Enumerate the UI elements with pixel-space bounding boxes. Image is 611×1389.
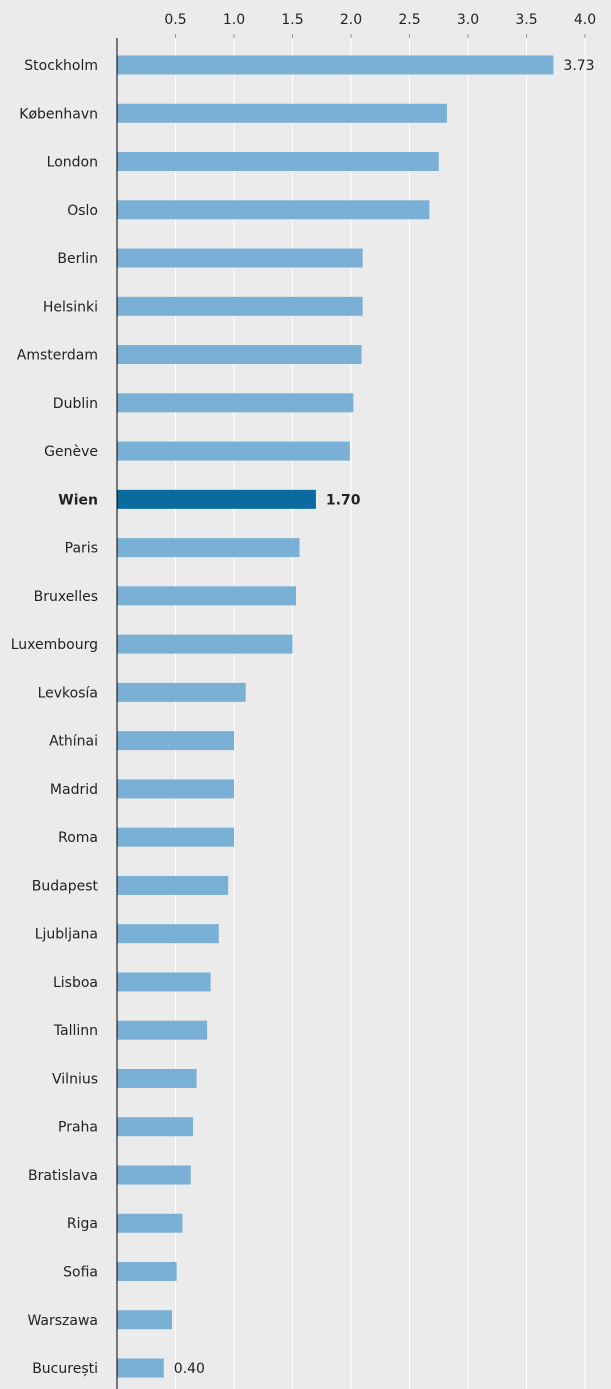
category-label: Oslo — [67, 203, 98, 219]
data-label: 0.40 — [174, 1361, 205, 1377]
x-tick-label: 3.0 — [457, 12, 479, 28]
bar-london — [117, 152, 439, 172]
category-label: Bruxelles — [34, 589, 98, 605]
x-axis-ticks: 0.5 1.0 1.5 2.0 2.5 3.0 3.5 4.0 — [164, 12, 596, 38]
category-label: Tallinn — [53, 1023, 98, 1039]
data-labels: 3.73 1.70 0.40 — [174, 58, 595, 1377]
category-label: Riga — [67, 1216, 98, 1232]
bar-tallinn — [117, 1020, 208, 1040]
bar-bratislava — [117, 1165, 191, 1185]
data-label: 3.73 — [563, 58, 594, 74]
x-tick-label: 2.5 — [398, 12, 420, 28]
bar-sofia — [117, 1262, 177, 1281]
bar-lisboa — [117, 972, 211, 992]
bar-bruxelles — [117, 586, 297, 606]
bar-berlin — [117, 248, 363, 268]
category-label: Dublin — [53, 396, 98, 412]
bar-warszawa — [117, 1310, 172, 1330]
category-label: Stockholm — [24, 58, 98, 74]
bar-stockholm — [117, 55, 554, 75]
x-tick-label: 4.0 — [574, 12, 596, 28]
category-label: Wien — [58, 492, 98, 508]
category-label: Praha — [58, 1120, 98, 1136]
x-tick-label: 1.5 — [281, 12, 303, 28]
bar-athinai — [117, 731, 234, 751]
category-label: Bratislava — [28, 1168, 98, 1184]
bar-oslo — [117, 200, 430, 220]
category-label: Amsterdam — [17, 348, 98, 364]
category-label: Warszawa — [27, 1313, 98, 1329]
category-label: Paris — [65, 541, 98, 557]
category-labels: Stockholm København London Oslo Berlin Helsin… — [11, 58, 99, 1377]
category-label: Madrid — [50, 782, 98, 798]
category-label: Budapest — [32, 878, 99, 894]
bar-levkosia — [117, 682, 246, 702]
category-label: Genève — [44, 444, 98, 460]
category-label: Athínai — [49, 734, 98, 750]
bar-dublin — [117, 393, 354, 413]
category-label: Lisboa — [53, 975, 98, 991]
bar-geneve — [117, 441, 350, 461]
bar-praha — [117, 1117, 194, 1137]
category-label: Ljubljana — [35, 927, 98, 943]
category-label: Levkosía — [38, 685, 98, 701]
bar-madrid — [117, 779, 234, 799]
bar-bucuresti — [117, 1358, 164, 1378]
category-label: Sofia — [63, 1265, 98, 1281]
bar-luxembourg — [117, 634, 293, 654]
bar-paris — [117, 538, 300, 558]
bar-riga — [117, 1213, 183, 1233]
category-label: Roma — [58, 830, 98, 846]
data-label: 1.70 — [326, 492, 361, 508]
bar-helsinki — [117, 296, 363, 316]
grid-lines — [175, 38, 586, 1389]
bar-amsterdam — [117, 345, 362, 365]
category-label: London — [47, 155, 98, 171]
bar-roma — [117, 827, 234, 847]
category-label: København — [19, 106, 98, 122]
bar-k-benhavn — [117, 103, 447, 123]
x-tick-label: 2.0 — [340, 12, 362, 28]
category-label: București — [32, 1361, 98, 1377]
bar-budapest — [117, 875, 229, 895]
x-tick-label: 3.5 — [515, 12, 537, 28]
bar-wien — [117, 489, 316, 509]
category-label: Berlin — [57, 251, 98, 267]
category-label: Helsinki — [43, 299, 98, 315]
bar-ljubljana — [117, 924, 219, 944]
category-label: Vilnius — [52, 1071, 98, 1087]
bars — [117, 55, 554, 1378]
bar-vilnius — [117, 1068, 197, 1088]
x-tick-label: 1.0 — [223, 12, 245, 28]
category-label: Luxembourg — [11, 637, 98, 653]
x-tick-label: 0.5 — [164, 12, 186, 28]
